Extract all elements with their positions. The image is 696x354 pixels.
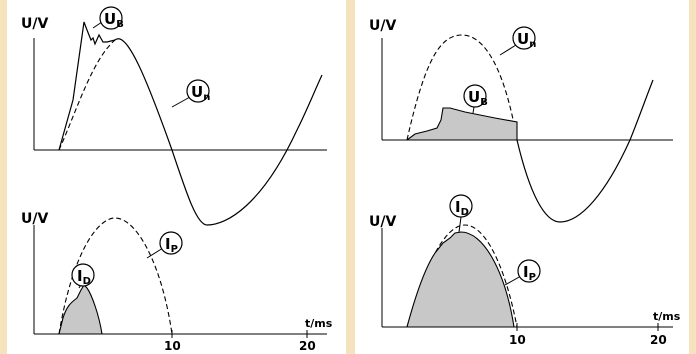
left-ub-bubble [99,6,123,30]
left-ip-bubble [159,231,183,255]
left-un-bubble [186,79,210,103]
right-tick-20: 20 [650,333,667,347]
left-x-unit: t/ms [305,317,333,330]
svg-text:UB: UB [104,10,124,30]
right-x-unit: t/ms [653,310,681,323]
left-id-filled-area [58,284,103,335]
right-id-filled-area [406,231,515,328]
svg-text:IP: IP [165,235,178,255]
right-un-dashed-curve [406,34,518,141]
left-top-ylabel: U/V [21,16,48,32]
svg-text:ID: ID [455,198,469,218]
svg-text:Un: Un [191,83,210,103]
left-ub-curve [58,21,116,151]
left-id-bubble [71,263,95,287]
left-tick-10: 10 [164,339,181,353]
left-bottom-ylabel: U/V [21,211,48,227]
right-top-ylabel: U/V [369,18,396,34]
right-diagram: U/V Un UB U/V ID IP 10 2 [369,18,681,347]
right-id-bubble [449,194,473,218]
left-un-solid-curve [114,38,323,226]
right-ub-bubble [463,84,487,108]
left-tick-20: 20 [299,339,316,353]
left-diagram: U/V UB Un U/V ID IP 10 2 [21,6,333,353]
svg-text:Un: Un [517,30,536,50]
svg-text:UB: UB [468,88,488,108]
left-un-dashed-curve [58,39,116,151]
right-bottom-ylabel: U/V [369,214,396,230]
right-tick-10: 10 [509,333,526,347]
left-diagram-panel: U/V UB Un U/V ID IP 10 2 [7,0,346,354]
right-diagram-panel: U/V Un UB U/V ID IP 10 2 [355,0,689,354]
right-ip-bubble [517,259,541,283]
right-ub-filled-area [405,107,518,141]
svg-text:IP: IP [523,263,536,283]
right-un-bubble [512,26,536,50]
svg-text:ID: ID [77,267,91,287]
right-un-solid-curve [516,79,654,223]
